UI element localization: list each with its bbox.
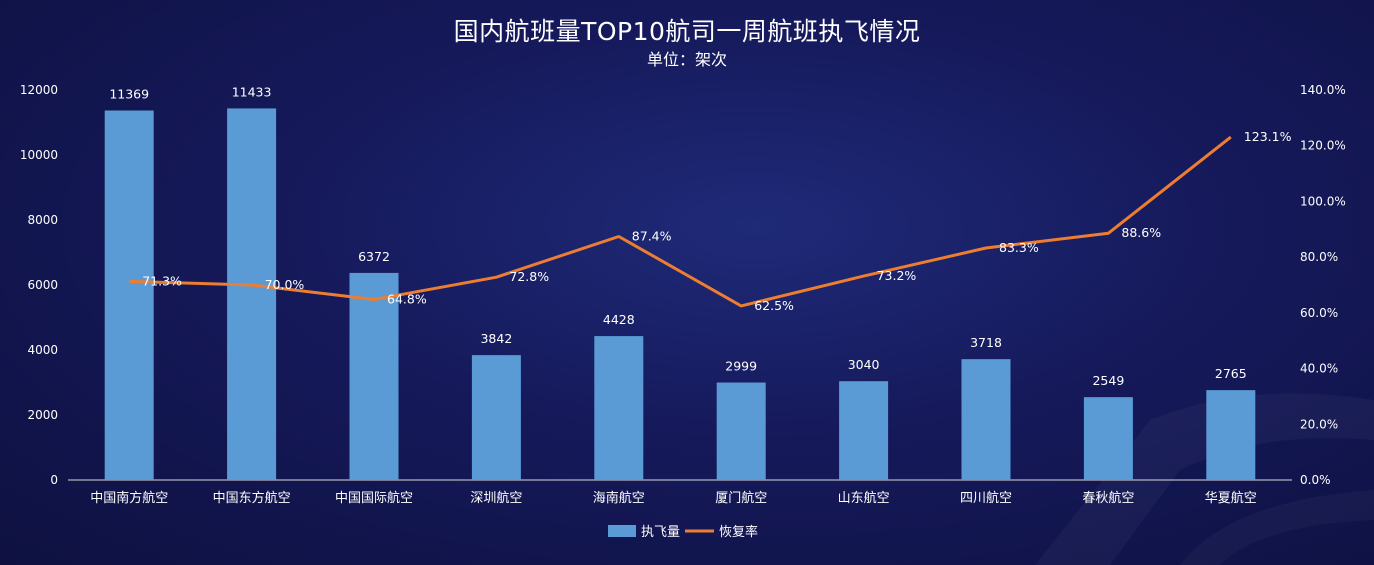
bar-value-label: 2999 <box>725 359 757 374</box>
y-axis-left: 0 2000 4000 6000 8000 10000 12000 <box>20 83 58 487</box>
y-right-tick-label: 100.0% <box>1300 194 1346 208</box>
bar <box>471 355 521 480</box>
bar-value-label: 6372 <box>358 249 390 264</box>
x-axis-categories: 中国南方航空 中国东方航空 中国国际航空 深圳航空 海南航空 厦门航空 山东航空 四川航空 春秋… <box>90 490 1257 506</box>
y-axis-right: 0.0% 20.0% 40.0% 60.0% 80.0% 100.0% 120.0% 140.… <box>1300 83 1346 487</box>
chart-title: 国内航班量TOP10航司一周航班执飞情况 <box>453 17 921 46</box>
x-category-label: 山东航空 <box>838 490 890 506</box>
bar-data-labels: 11369 11433 6372 3842 4428 2999 3040 3718 2549 27… <box>109 84 1246 388</box>
x-category-label: 海南航空 <box>593 490 645 506</box>
x-category-label: 四川航空 <box>960 490 1012 506</box>
y-right-tick-label: 60.0% <box>1300 306 1338 320</box>
y-right-tick-label: 140.0% <box>1300 83 1346 97</box>
bar-value-label: 2765 <box>1215 366 1247 381</box>
x-category-label: 华夏航空 <box>1205 490 1257 506</box>
line-series <box>129 135 1232 308</box>
bar-value-label: 11369 <box>109 87 149 102</box>
y-left-tick-label: 6000 <box>27 278 58 292</box>
y-left-tick-label: 2000 <box>27 408 58 422</box>
line-value-label: 72.8% <box>509 269 549 284</box>
legend-label-bar: 执飞量 <box>641 525 680 540</box>
x-category-label: 深圳航空 <box>470 490 522 506</box>
bar-value-label: 11433 <box>232 84 272 99</box>
y-left-tick-label: 0 <box>50 473 58 487</box>
line-value-label: 87.4% <box>632 229 672 244</box>
line-value-label: 64.8% <box>387 291 427 306</box>
line-value-label: 62.5% <box>754 298 794 313</box>
line-value-label: 71.3% <box>142 273 182 288</box>
y-left-tick-label: 8000 <box>27 213 58 227</box>
x-category-label: 厦门航空 <box>715 490 767 506</box>
line-value-label: 83.3% <box>999 240 1039 255</box>
bar <box>349 272 399 480</box>
y-right-tick-label: 80.0% <box>1300 250 1338 264</box>
bar <box>594 336 644 480</box>
legend: 执飞量 恢复率 <box>608 524 758 540</box>
bar <box>716 382 766 480</box>
bar <box>961 359 1011 480</box>
line-value-label: 123.1% <box>1244 129 1292 144</box>
y-left-tick-label: 10000 <box>20 148 58 162</box>
x-category-label: 春秋航空 <box>1082 490 1134 506</box>
bar <box>227 108 277 481</box>
y-right-tick-label: 0.0% <box>1300 473 1331 487</box>
bar <box>839 381 889 480</box>
x-category-label: 中国南方航空 <box>90 490 168 506</box>
bar <box>1206 390 1256 480</box>
legend-label-line: 恢复率 <box>719 524 758 540</box>
y-left-tick-label: 4000 <box>27 343 58 357</box>
y-left-tick-label: 12000 <box>20 83 58 97</box>
y-right-tick-label: 20.0% <box>1300 417 1338 431</box>
bar-value-label: 3718 <box>970 335 1002 350</box>
bar-value-label: 3040 <box>848 357 880 372</box>
y-right-tick-label: 120.0% <box>1300 139 1346 153</box>
x-category-label: 中国东方航空 <box>213 490 291 506</box>
line-data-labels: 71.3% 70.0% 64.8% 72.8% 87.4% 62.5% 73.2% 83.3%… <box>142 129 1291 313</box>
bar-series <box>104 108 1256 481</box>
x-category-label: 中国国际航空 <box>335 490 413 506</box>
legend-swatch-bar <box>608 525 636 537</box>
line-value-label: 73.2% <box>877 268 917 283</box>
bar-value-label: 3842 <box>480 331 512 346</box>
line-value-label: 70.0% <box>265 277 305 292</box>
chart-subtitle: 单位：架次 <box>646 50 727 69</box>
y-right-tick-label: 40.0% <box>1300 362 1338 376</box>
line-value-label: 88.6% <box>1121 225 1161 240</box>
bar <box>104 110 154 480</box>
bar <box>1083 397 1133 480</box>
bar-value-label: 2549 <box>1092 373 1124 388</box>
bar-value-label: 4428 <box>603 312 635 327</box>
